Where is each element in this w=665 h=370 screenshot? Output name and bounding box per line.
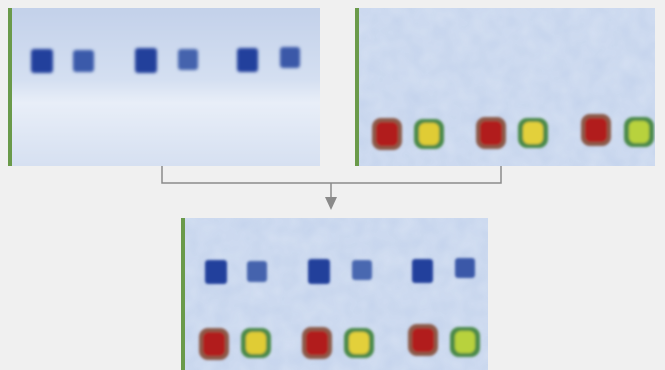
red-dot <box>376 122 398 146</box>
blue-dot <box>31 49 53 73</box>
blot-right-svg <box>355 8 655 166</box>
blue-dot <box>280 47 300 68</box>
blot-left-background <box>8 8 320 166</box>
red-dot <box>585 118 607 142</box>
red-dot <box>306 331 328 355</box>
blot-image-right <box>355 8 655 166</box>
blue-dot <box>247 261 267 282</box>
yellow-dot <box>629 121 649 143</box>
red-dot <box>412 328 434 352</box>
blot-left-svg <box>8 8 320 166</box>
blot-right-edge <box>355 8 359 166</box>
yellow-dot <box>523 122 543 144</box>
blue-dot <box>308 259 330 284</box>
yellow-dot <box>349 332 369 354</box>
blue-dot <box>205 260 227 284</box>
blue-dot <box>455 258 475 278</box>
blue-dot <box>178 49 198 70</box>
blue-dot <box>73 50 94 72</box>
yellow-dot <box>455 331 475 353</box>
red-dot <box>203 332 225 356</box>
blot-merged-svg <box>181 218 488 370</box>
blue-dot <box>237 48 258 72</box>
blot-image-left <box>8 8 320 166</box>
arrow-down-icon <box>325 197 337 210</box>
red-dot <box>480 121 502 145</box>
blue-dot <box>412 259 433 283</box>
blue-dot <box>135 48 157 73</box>
blot-merged-edge <box>181 218 185 370</box>
yellow-dot <box>246 332 266 354</box>
blot-image-merged <box>181 218 488 370</box>
blue-dot <box>352 260 372 280</box>
connector-line <box>161 166 502 184</box>
blot-left-edge <box>8 8 12 166</box>
yellow-dot <box>419 123 439 145</box>
